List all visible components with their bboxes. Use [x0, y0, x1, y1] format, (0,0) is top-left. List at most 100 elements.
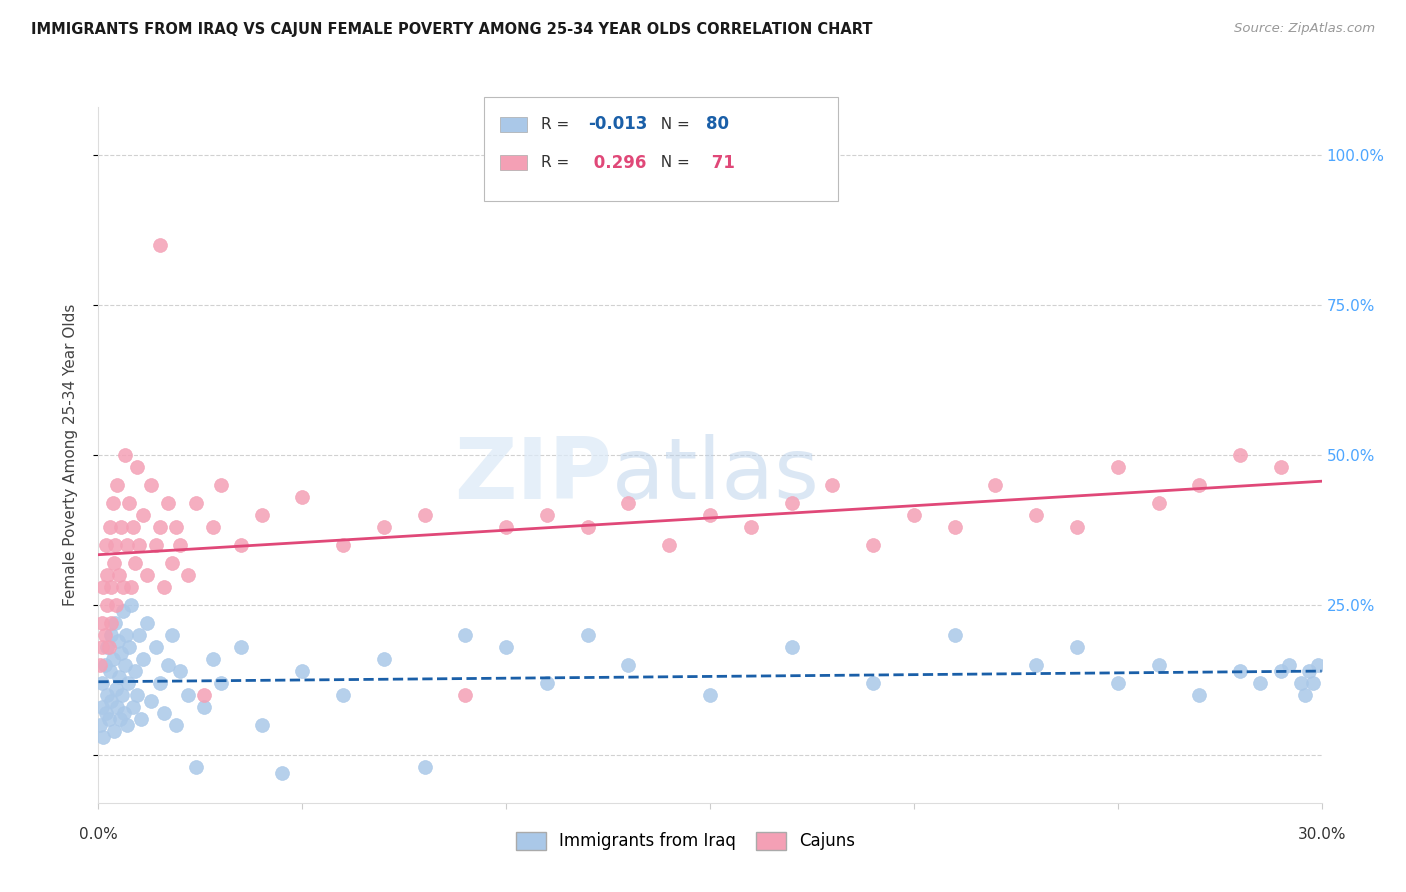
- FancyBboxPatch shape: [499, 155, 527, 170]
- Point: [1066, 520, 1088, 534]
- Point: [1188, 688, 1211, 702]
- Point: [177, 688, 200, 702]
- Point: [617, 657, 640, 672]
- Point: [91, 730, 114, 744]
- Point: [104, 598, 127, 612]
- Point: [112, 706, 135, 720]
- Text: 71: 71: [706, 153, 735, 171]
- Point: [117, 676, 139, 690]
- Point: [93, 657, 115, 672]
- Point: [97, 712, 120, 726]
- Text: IMMIGRANTS FROM IRAQ VS CAJUN FEMALE POVERTY AMONG 25-34 YEAR OLDS CORRELATION C: IMMIGRANTS FROM IRAQ VS CAJUN FEMALE POV…: [31, 22, 873, 37]
- Point: [91, 640, 114, 654]
- Text: N =: N =: [651, 117, 695, 132]
- Point: [145, 640, 167, 654]
- Point: [91, 676, 114, 690]
- Point: [209, 478, 232, 492]
- Point: [96, 598, 118, 612]
- Text: -0.013: -0.013: [588, 115, 647, 134]
- Point: [454, 688, 477, 702]
- Point: [1294, 688, 1316, 702]
- Point: [89, 718, 111, 732]
- Point: [101, 496, 124, 510]
- Point: [111, 604, 134, 618]
- Point: [152, 580, 174, 594]
- Point: [145, 538, 167, 552]
- Point: [100, 628, 122, 642]
- Point: [1025, 657, 1047, 672]
- Point: [250, 718, 273, 732]
- Point: [156, 657, 179, 672]
- Point: [373, 520, 395, 534]
- Point: [91, 580, 114, 594]
- Point: [1147, 657, 1170, 672]
- Point: [209, 676, 232, 690]
- Point: [114, 448, 136, 462]
- Point: [124, 556, 146, 570]
- Point: [576, 520, 599, 534]
- Point: [193, 699, 215, 714]
- Point: [156, 496, 179, 510]
- Point: [903, 508, 925, 522]
- Point: [136, 615, 159, 630]
- Point: [124, 664, 146, 678]
- Point: [96, 688, 118, 702]
- Point: [93, 628, 115, 642]
- Text: 30.0%: 30.0%: [1298, 827, 1346, 842]
- Point: [107, 633, 129, 648]
- FancyBboxPatch shape: [499, 117, 527, 132]
- Text: R =: R =: [541, 117, 574, 132]
- Point: [98, 520, 121, 534]
- Point: [165, 520, 187, 534]
- Point: [96, 567, 118, 582]
- Text: 0.0%: 0.0%: [79, 827, 118, 842]
- Point: [122, 520, 145, 534]
- Point: [862, 538, 884, 552]
- Point: [1270, 459, 1292, 474]
- Point: [193, 688, 215, 702]
- Point: [291, 490, 314, 504]
- Point: [1278, 657, 1301, 672]
- Point: [100, 694, 122, 708]
- Point: [165, 718, 187, 732]
- Point: [111, 688, 134, 702]
- Point: [291, 664, 314, 678]
- Point: [104, 615, 127, 630]
- Point: [740, 520, 762, 534]
- Point: [103, 723, 125, 738]
- Point: [699, 688, 721, 702]
- Point: [1229, 448, 1251, 462]
- Point: [115, 628, 138, 642]
- Point: [1025, 508, 1047, 522]
- Point: [128, 538, 150, 552]
- Point: [332, 688, 354, 702]
- Point: [1298, 664, 1320, 678]
- Point: [495, 640, 517, 654]
- Point: [114, 657, 136, 672]
- Point: [141, 694, 163, 708]
- Point: [1306, 657, 1329, 672]
- Point: [108, 567, 131, 582]
- Point: [149, 520, 172, 534]
- Point: [780, 496, 803, 510]
- Point: [115, 718, 138, 732]
- Y-axis label: Female Poverty Among 25-34 Year Olds: Female Poverty Among 25-34 Year Olds: [63, 304, 77, 606]
- Point: [110, 520, 132, 534]
- Point: [1066, 640, 1088, 654]
- Point: [105, 478, 128, 492]
- Point: [132, 652, 155, 666]
- Text: atlas: atlas: [612, 434, 820, 517]
- Point: [169, 538, 191, 552]
- Point: [120, 580, 142, 594]
- Point: [100, 580, 122, 594]
- Point: [115, 538, 138, 552]
- Point: [201, 520, 224, 534]
- Point: [103, 556, 125, 570]
- Point: [617, 496, 640, 510]
- Point: [250, 508, 273, 522]
- Point: [111, 580, 134, 594]
- Point: [177, 567, 200, 582]
- Point: [149, 676, 172, 690]
- Point: [231, 538, 253, 552]
- Point: [152, 706, 174, 720]
